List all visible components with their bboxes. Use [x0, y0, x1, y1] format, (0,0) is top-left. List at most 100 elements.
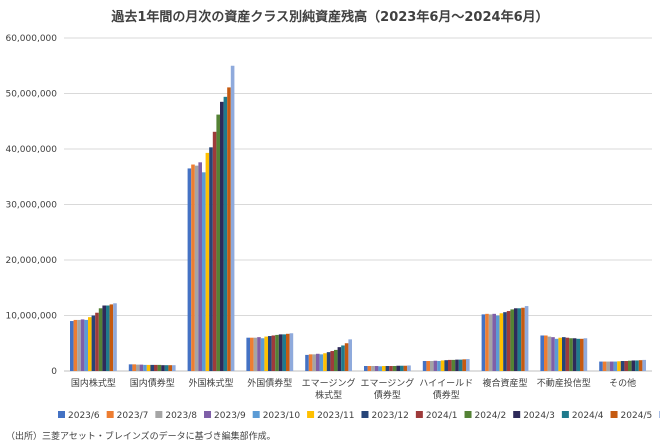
bar	[396, 365, 400, 371]
y-tick-label: 40,000,000	[5, 145, 57, 155]
bar	[583, 338, 588, 371]
bar	[268, 336, 272, 371]
bar	[334, 349, 338, 371]
bar	[191, 164, 195, 371]
bar	[98, 308, 103, 371]
y-tick-label: 50,000,000	[5, 90, 57, 100]
bar	[407, 365, 411, 371]
legend-label: 2024/3	[523, 411, 555, 421]
legend-label: 2024/4	[572, 411, 604, 421]
bar	[150, 364, 154, 371]
bar	[382, 366, 386, 371]
bar	[492, 313, 496, 371]
legend-swatch	[106, 411, 114, 418]
bar	[466, 359, 470, 371]
x-category-label: その他	[609, 377, 636, 389]
bar	[187, 168, 192, 371]
bar	[164, 365, 169, 371]
bar	[517, 308, 522, 371]
x-category-label: 不動産投信型	[537, 377, 591, 389]
source-note: （出所）三菱アセット・ブレインズのデータに基づき編集部作成。	[6, 430, 276, 442]
bar	[462, 359, 466, 371]
bar	[250, 337, 254, 371]
bar	[389, 366, 393, 371]
bar	[113, 303, 117, 371]
bar	[209, 147, 213, 371]
bar	[506, 311, 511, 371]
legend-label: 2024/5	[621, 411, 653, 421]
bar	[275, 334, 279, 371]
bar	[286, 333, 290, 371]
bar	[547, 336, 552, 371]
bar	[91, 315, 96, 371]
bar	[496, 315, 500, 371]
bar	[422, 361, 427, 371]
bar	[282, 334, 286, 371]
bar	[551, 337, 555, 371]
x-category-label: 複合資産型	[482, 377, 527, 389]
y-tick-label: 20,000,000	[5, 256, 57, 266]
x-category-label: 外国株式型	[188, 377, 233, 389]
bar	[444, 360, 448, 371]
y-tick-label: 10,000,000	[5, 312, 57, 322]
bar	[106, 305, 110, 371]
bar	[448, 359, 452, 371]
bar	[84, 319, 88, 371]
bar	[289, 333, 294, 371]
bar	[260, 338, 265, 371]
bar	[128, 364, 133, 371]
y-tick-label: 30,000,000	[5, 201, 57, 211]
bar	[143, 364, 147, 371]
bar	[426, 361, 430, 371]
x-axis-categories: 国内株式型 国内債券型 外国株式型 外国債券型 エマージング株式型エマージング債券型ハイ…	[71, 377, 636, 401]
x-category-label: 株式型	[315, 389, 342, 401]
bar	[132, 364, 136, 371]
bar	[253, 337, 258, 371]
x-category-label: 国内株式型	[71, 377, 116, 389]
bar	[278, 334, 283, 371]
x-category-label: エマージング	[360, 377, 414, 389]
bar	[198, 162, 202, 371]
legend: 2023/6 2023/7 2023/8 2023/9 2023/10 2023/11 20…	[58, 411, 660, 421]
bar	[554, 338, 559, 371]
bar	[77, 319, 81, 371]
legend-swatch	[561, 411, 569, 418]
legend-swatch	[307, 411, 315, 418]
bar	[572, 338, 577, 371]
bar	[246, 337, 250, 371]
bar	[430, 361, 434, 371]
legend-swatch	[204, 411, 212, 418]
bar	[319, 354, 324, 371]
legend-label: 2023/11	[317, 411, 354, 421]
bar	[220, 101, 224, 371]
bar	[599, 361, 603, 371]
x-category-label: 債券型	[433, 389, 460, 401]
bar	[400, 365, 404, 371]
gridlines	[64, 37, 652, 372]
bar	[440, 360, 445, 371]
bar	[227, 87, 231, 372]
legend-label: 2024/1	[426, 411, 458, 421]
y-tick-label: 0	[51, 367, 57, 377]
bar	[558, 337, 562, 371]
bar	[458, 359, 463, 371]
bar	[540, 335, 544, 371]
bars	[70, 65, 646, 372]
bar	[617, 361, 621, 371]
legend-label: 2023/6	[68, 411, 100, 421]
bar	[385, 366, 390, 371]
legend-swatch	[361, 411, 369, 418]
bar	[154, 364, 158, 371]
bar	[455, 359, 459, 371]
bar	[216, 114, 220, 371]
bar	[613, 361, 618, 371]
bar	[371, 366, 375, 371]
bar	[305, 354, 309, 371]
x-category-label: エマージング	[302, 377, 356, 389]
bar	[230, 65, 235, 371]
bar	[316, 353, 320, 371]
bar	[606, 361, 610, 371]
legend-label: 2023/10	[263, 411, 301, 421]
bar	[602, 361, 607, 371]
